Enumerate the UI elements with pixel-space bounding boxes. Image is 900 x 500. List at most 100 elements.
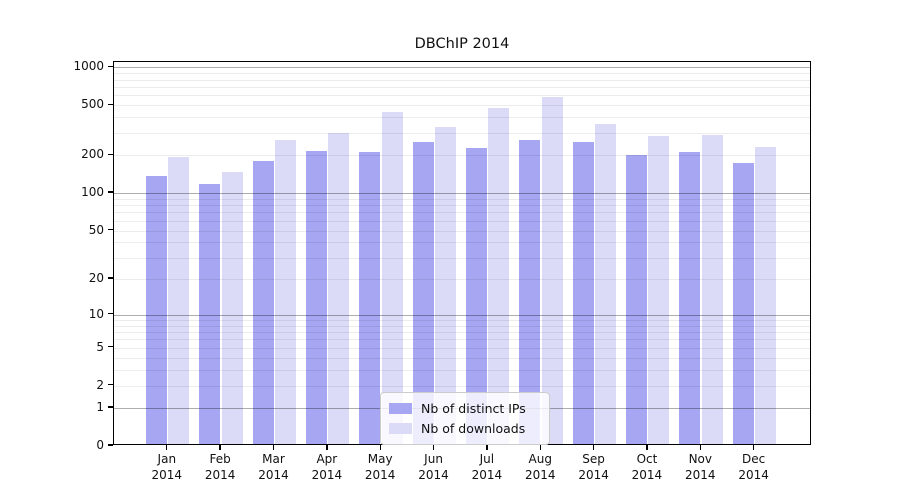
legend-swatch-downloads bbox=[389, 422, 412, 434]
y-tick-mark-20 bbox=[108, 277, 113, 279]
bar-jul-downloads bbox=[488, 108, 510, 444]
bar-nov-distinct-ips bbox=[679, 151, 701, 444]
bar-may-downloads bbox=[381, 112, 403, 444]
y-tick-mark-200 bbox=[108, 153, 113, 156]
gridline-9 bbox=[114, 319, 810, 321]
bar-feb-downloads bbox=[221, 172, 243, 444]
bar-mar-downloads bbox=[275, 139, 296, 444]
x-tick-mark-nov bbox=[699, 445, 701, 450]
x-tick-label-sep: Sep 2014 bbox=[578, 452, 609, 482]
x-tick-label-may: May 2014 bbox=[364, 452, 396, 482]
x-tick-label-dec: Dec 2014 bbox=[738, 452, 769, 482]
plot-area bbox=[113, 61, 811, 445]
x-tick-mark-jul bbox=[486, 445, 488, 450]
gridline-900 bbox=[114, 73, 810, 75]
legend-swatch-distinct-ips bbox=[389, 402, 412, 414]
gridline-3 bbox=[114, 370, 810, 372]
y-tick-label-2: 2 bbox=[96, 377, 104, 392]
y-tick-label-5: 5 bbox=[96, 339, 104, 354]
gridline-100 bbox=[114, 193, 810, 195]
gridline-30 bbox=[114, 257, 810, 259]
gridline-70 bbox=[114, 212, 810, 214]
legend: Nb of distinct IPs Nb of downloads bbox=[380, 392, 550, 445]
legend-label-distinct-ips: Nb of distinct IPs bbox=[421, 400, 526, 416]
gridline-7 bbox=[114, 332, 810, 334]
gridline-2 bbox=[114, 385, 810, 387]
x-tick-label-oct: Oct 2014 bbox=[631, 452, 663, 482]
bar-jun-downloads bbox=[435, 126, 457, 444]
gridline-20 bbox=[114, 279, 810, 281]
y-tick-label-1: 1 bbox=[96, 400, 104, 414]
gridline-200 bbox=[114, 155, 810, 157]
x-tick-mark-jun bbox=[432, 445, 435, 450]
bar-jul-distinct-ips bbox=[465, 147, 487, 444]
bar-sep-distinct-ips bbox=[572, 141, 594, 444]
y-tick-label-200: 200 bbox=[81, 147, 104, 162]
bar-dec-distinct-ips bbox=[732, 163, 754, 444]
x-tick-mark-sep bbox=[592, 445, 595, 450]
y-tick-mark-100 bbox=[108, 191, 113, 193]
gridline-60 bbox=[114, 220, 810, 222]
bar-aug-downloads bbox=[541, 97, 563, 444]
x-tick-label-jun: Jun 2014 bbox=[418, 452, 449, 482]
gridline-6 bbox=[114, 339, 810, 341]
gridline-600 bbox=[114, 95, 810, 97]
y-tick-mark-10 bbox=[108, 312, 113, 315]
bar-apr-downloads bbox=[328, 133, 350, 444]
x-tick-label-jul: Jul 2014 bbox=[471, 452, 503, 482]
x-tick-label-nov: Nov 2014 bbox=[685, 452, 716, 482]
y-tick-label-10: 10 bbox=[88, 306, 104, 321]
y-tick-mark-50 bbox=[108, 228, 113, 231]
gridline-50 bbox=[114, 230, 810, 232]
gridline-800 bbox=[114, 79, 810, 81]
y-tick-label-0: 0 bbox=[96, 438, 104, 452]
x-tick-label-mar: Mar 2014 bbox=[258, 452, 289, 482]
gridline-400 bbox=[114, 117, 810, 119]
bar-jun-distinct-ips bbox=[412, 142, 434, 444]
y-tick-label-100: 100 bbox=[81, 185, 104, 200]
y-tick-mark-5 bbox=[108, 346, 113, 348]
bar-sep-downloads bbox=[595, 123, 617, 444]
x-tick-mark-mar bbox=[272, 445, 275, 450]
chart-title: DBChIP 2014 bbox=[414, 36, 510, 52]
gridline-500 bbox=[114, 105, 810, 107]
gridline-8 bbox=[114, 325, 810, 327]
gridline-1000 bbox=[114, 67, 810, 69]
x-tick-mark-apr bbox=[326, 445, 328, 450]
bar-apr-distinct-ips bbox=[305, 150, 327, 444]
y-tick-mark-1 bbox=[108, 406, 113, 408]
x-tick-mark-jan bbox=[166, 445, 168, 450]
x-tick-label-apr: Apr 2014 bbox=[311, 452, 343, 482]
x-tick-label-jan: Jan 2014 bbox=[151, 452, 183, 482]
x-tick-label-feb: Feb 2014 bbox=[204, 452, 236, 482]
bar-oct-distinct-ips bbox=[625, 154, 647, 444]
x-tick-label-aug: Aug 2014 bbox=[524, 452, 556, 482]
gridline-700 bbox=[114, 86, 810, 88]
bar-jan-distinct-ips bbox=[145, 175, 167, 444]
legend-row-distinct-ips: Nb of distinct IPs bbox=[389, 398, 539, 418]
y-tick-label-500: 500 bbox=[81, 97, 104, 112]
y-tick-mark-500 bbox=[108, 103, 113, 105]
legend-row-downloads: Nb of downloads bbox=[389, 418, 539, 438]
gridline-4 bbox=[114, 357, 810, 359]
gridline-90 bbox=[114, 198, 810, 200]
gridline-300 bbox=[114, 133, 810, 135]
bar-mar-distinct-ips bbox=[252, 161, 274, 444]
bar-oct-downloads bbox=[648, 135, 670, 444]
bar-dec-downloads bbox=[755, 146, 777, 444]
y-tick-label-1000: 1000 bbox=[73, 59, 104, 74]
x-tick-mark-dec bbox=[752, 445, 755, 450]
x-tick-mark-oct bbox=[646, 445, 648, 450]
bar-may-distinct-ips bbox=[359, 152, 381, 444]
x-tick-mark-aug bbox=[539, 445, 541, 450]
bar-nov-downloads bbox=[701, 134, 723, 444]
gridline-10 bbox=[114, 314, 810, 316]
bar-feb-distinct-ips bbox=[199, 183, 221, 444]
y-tick-mark-2 bbox=[108, 384, 113, 386]
gridline-5 bbox=[114, 347, 810, 349]
bar-aug-distinct-ips bbox=[519, 139, 541, 444]
bar-jan-downloads bbox=[168, 157, 190, 444]
legend-label-downloads: Nb of downloads bbox=[421, 420, 526, 436]
y-tick-mark-1000 bbox=[108, 65, 113, 68]
